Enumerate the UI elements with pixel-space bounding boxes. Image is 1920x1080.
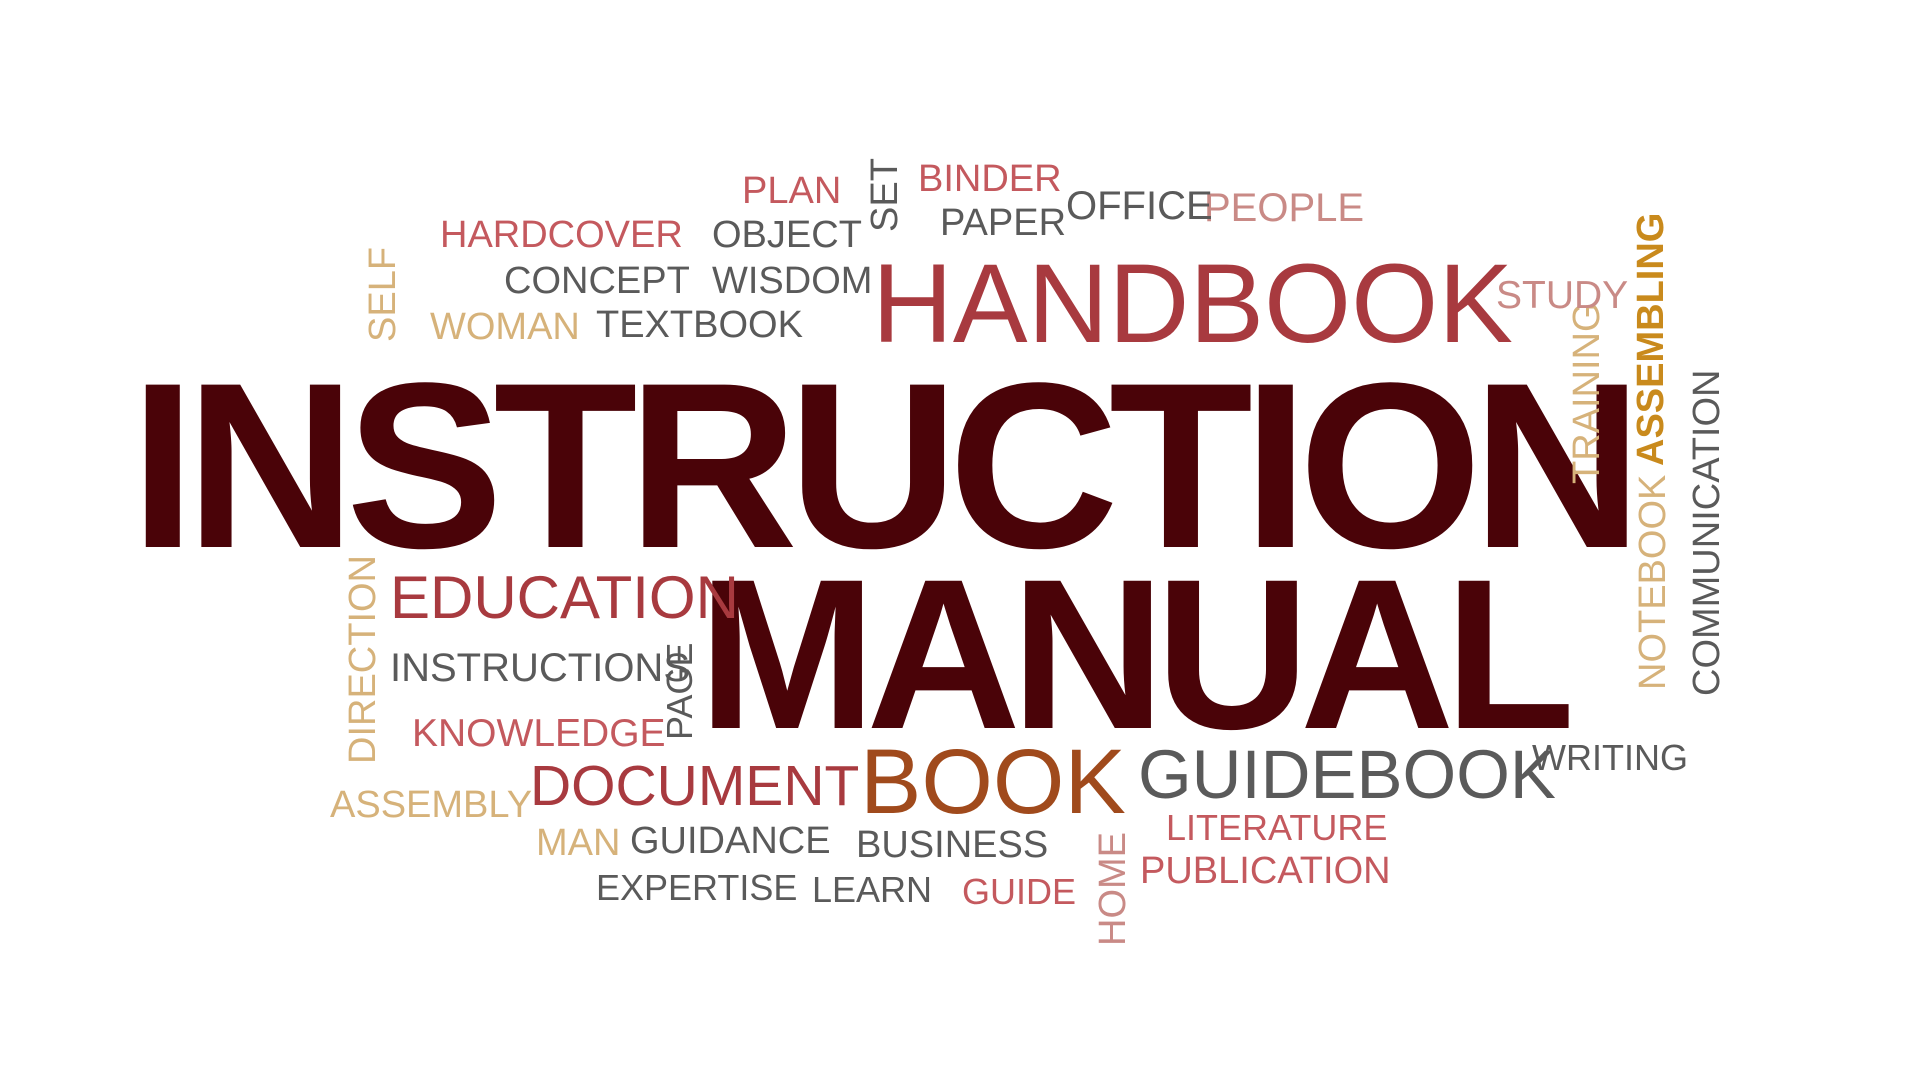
- word-publication: PUBLICATION: [1140, 850, 1391, 892]
- word-wisdom: WISDOM: [712, 260, 873, 302]
- word-office: OFFICE: [1066, 184, 1213, 228]
- word-concept: CONCEPT: [504, 260, 690, 302]
- word-binder: BINDER: [918, 158, 1062, 200]
- word-paper: PAPER: [940, 202, 1067, 244]
- word-manual: MANUAL: [698, 535, 1575, 774]
- word-communication: COMMUNICATION: [1686, 369, 1728, 697]
- word-training: TRAINING: [1566, 302, 1608, 484]
- word-guidebook: GUIDEBOOK: [1138, 736, 1556, 813]
- word-instruction: INSTRUCTION: [130, 334, 1643, 598]
- word-instructions: INSTRUCTIONS: [390, 646, 690, 690]
- word-book: BOOK: [860, 731, 1126, 833]
- word-expertise: EXPERTISE: [596, 867, 798, 908]
- word-guide: GUIDE: [962, 871, 1077, 912]
- word-knowledge: KNOWLEDGE: [412, 712, 666, 755]
- word-page: PAGE: [659, 642, 700, 740]
- word-document: DOCUMENT: [530, 754, 860, 818]
- word-man: MAN: [536, 822, 621, 864]
- word-self: SELF: [362, 246, 404, 342]
- word-literature: LITERATURE: [1166, 807, 1388, 848]
- word-business: BUSINESS: [856, 824, 1049, 866]
- word-plan: PLAN: [742, 170, 842, 212]
- word-set: SET: [864, 158, 906, 232]
- word-object: OBJECT: [712, 214, 862, 256]
- word-woman: WOMAN: [430, 306, 580, 348]
- word-education: EDUCATION: [390, 564, 739, 631]
- word-textbook: TEXTBOOK: [596, 304, 803, 346]
- word-assembling: ASSEMBLING: [1630, 212, 1672, 466]
- word-guidance: GUIDANCE: [630, 820, 831, 862]
- word-learn: LEARN: [812, 869, 933, 910]
- word-assembly: ASSEMBLY: [330, 784, 533, 826]
- word-study: STUDY: [1496, 274, 1629, 317]
- word-people: PEOPLE: [1204, 186, 1365, 230]
- word-handbook: HANDBOOK: [872, 241, 1513, 366]
- word-writing: WRITING: [1532, 737, 1688, 778]
- word-hardcover: HARDCOVER: [440, 214, 683, 256]
- word-home: HOME: [1092, 832, 1134, 946]
- word-notebook: NOTEBOOK: [1632, 474, 1674, 690]
- word-direction: DIRECTION: [342, 555, 384, 764]
